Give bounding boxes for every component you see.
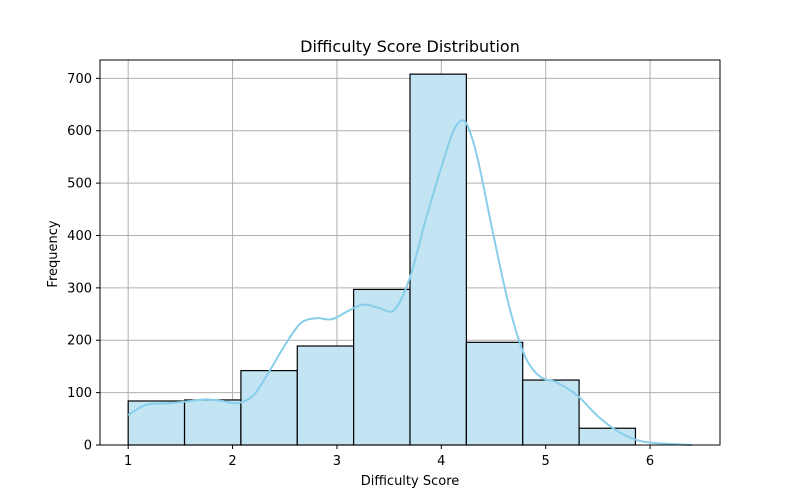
y-tick-label: 200 — [67, 334, 92, 349]
y-axis-label: Frequency — [46, 220, 61, 287]
histogram-bar — [353, 288, 411, 446]
x-tick-label: 2 — [228, 454, 236, 469]
chart-title: Difficulty Score Distribution — [300, 37, 520, 56]
y-tick-label: 100 — [67, 386, 92, 401]
y-tick-label: 400 — [67, 229, 92, 244]
kde-curve — [127, 119, 692, 446]
histogram-bar — [296, 345, 355, 446]
x-tick-label: 6 — [646, 454, 654, 469]
axes — [99, 59, 721, 446]
histogram-bars — [127, 73, 637, 446]
x-tick-label: 4 — [437, 454, 445, 469]
histogram-bar — [183, 399, 242, 446]
plot-frame — [99, 59, 721, 446]
histogram-bar — [240, 370, 298, 446]
histogram-bar — [127, 400, 186, 446]
histogram-bar — [465, 341, 524, 446]
y-tick-label: 500 — [67, 177, 92, 192]
x-axis-label: Difficulty Score — [361, 474, 460, 489]
histogram-bar — [409, 73, 467, 446]
tick-labels: 1 2 3 4 5 6 0 100 200 300 400 500 600 700 — [67, 72, 654, 469]
y-tick-label: 0 — [84, 439, 92, 454]
kde-curve-group — [127, 119, 692, 446]
y-tick-label: 700 — [67, 72, 92, 87]
y-tick-label: 600 — [67, 124, 92, 139]
x-tick-label: 5 — [542, 454, 550, 469]
x-tick-label: 3 — [333, 454, 341, 469]
y-tick-label: 300 — [67, 281, 92, 296]
x-tick-label: 1 — [124, 454, 132, 469]
